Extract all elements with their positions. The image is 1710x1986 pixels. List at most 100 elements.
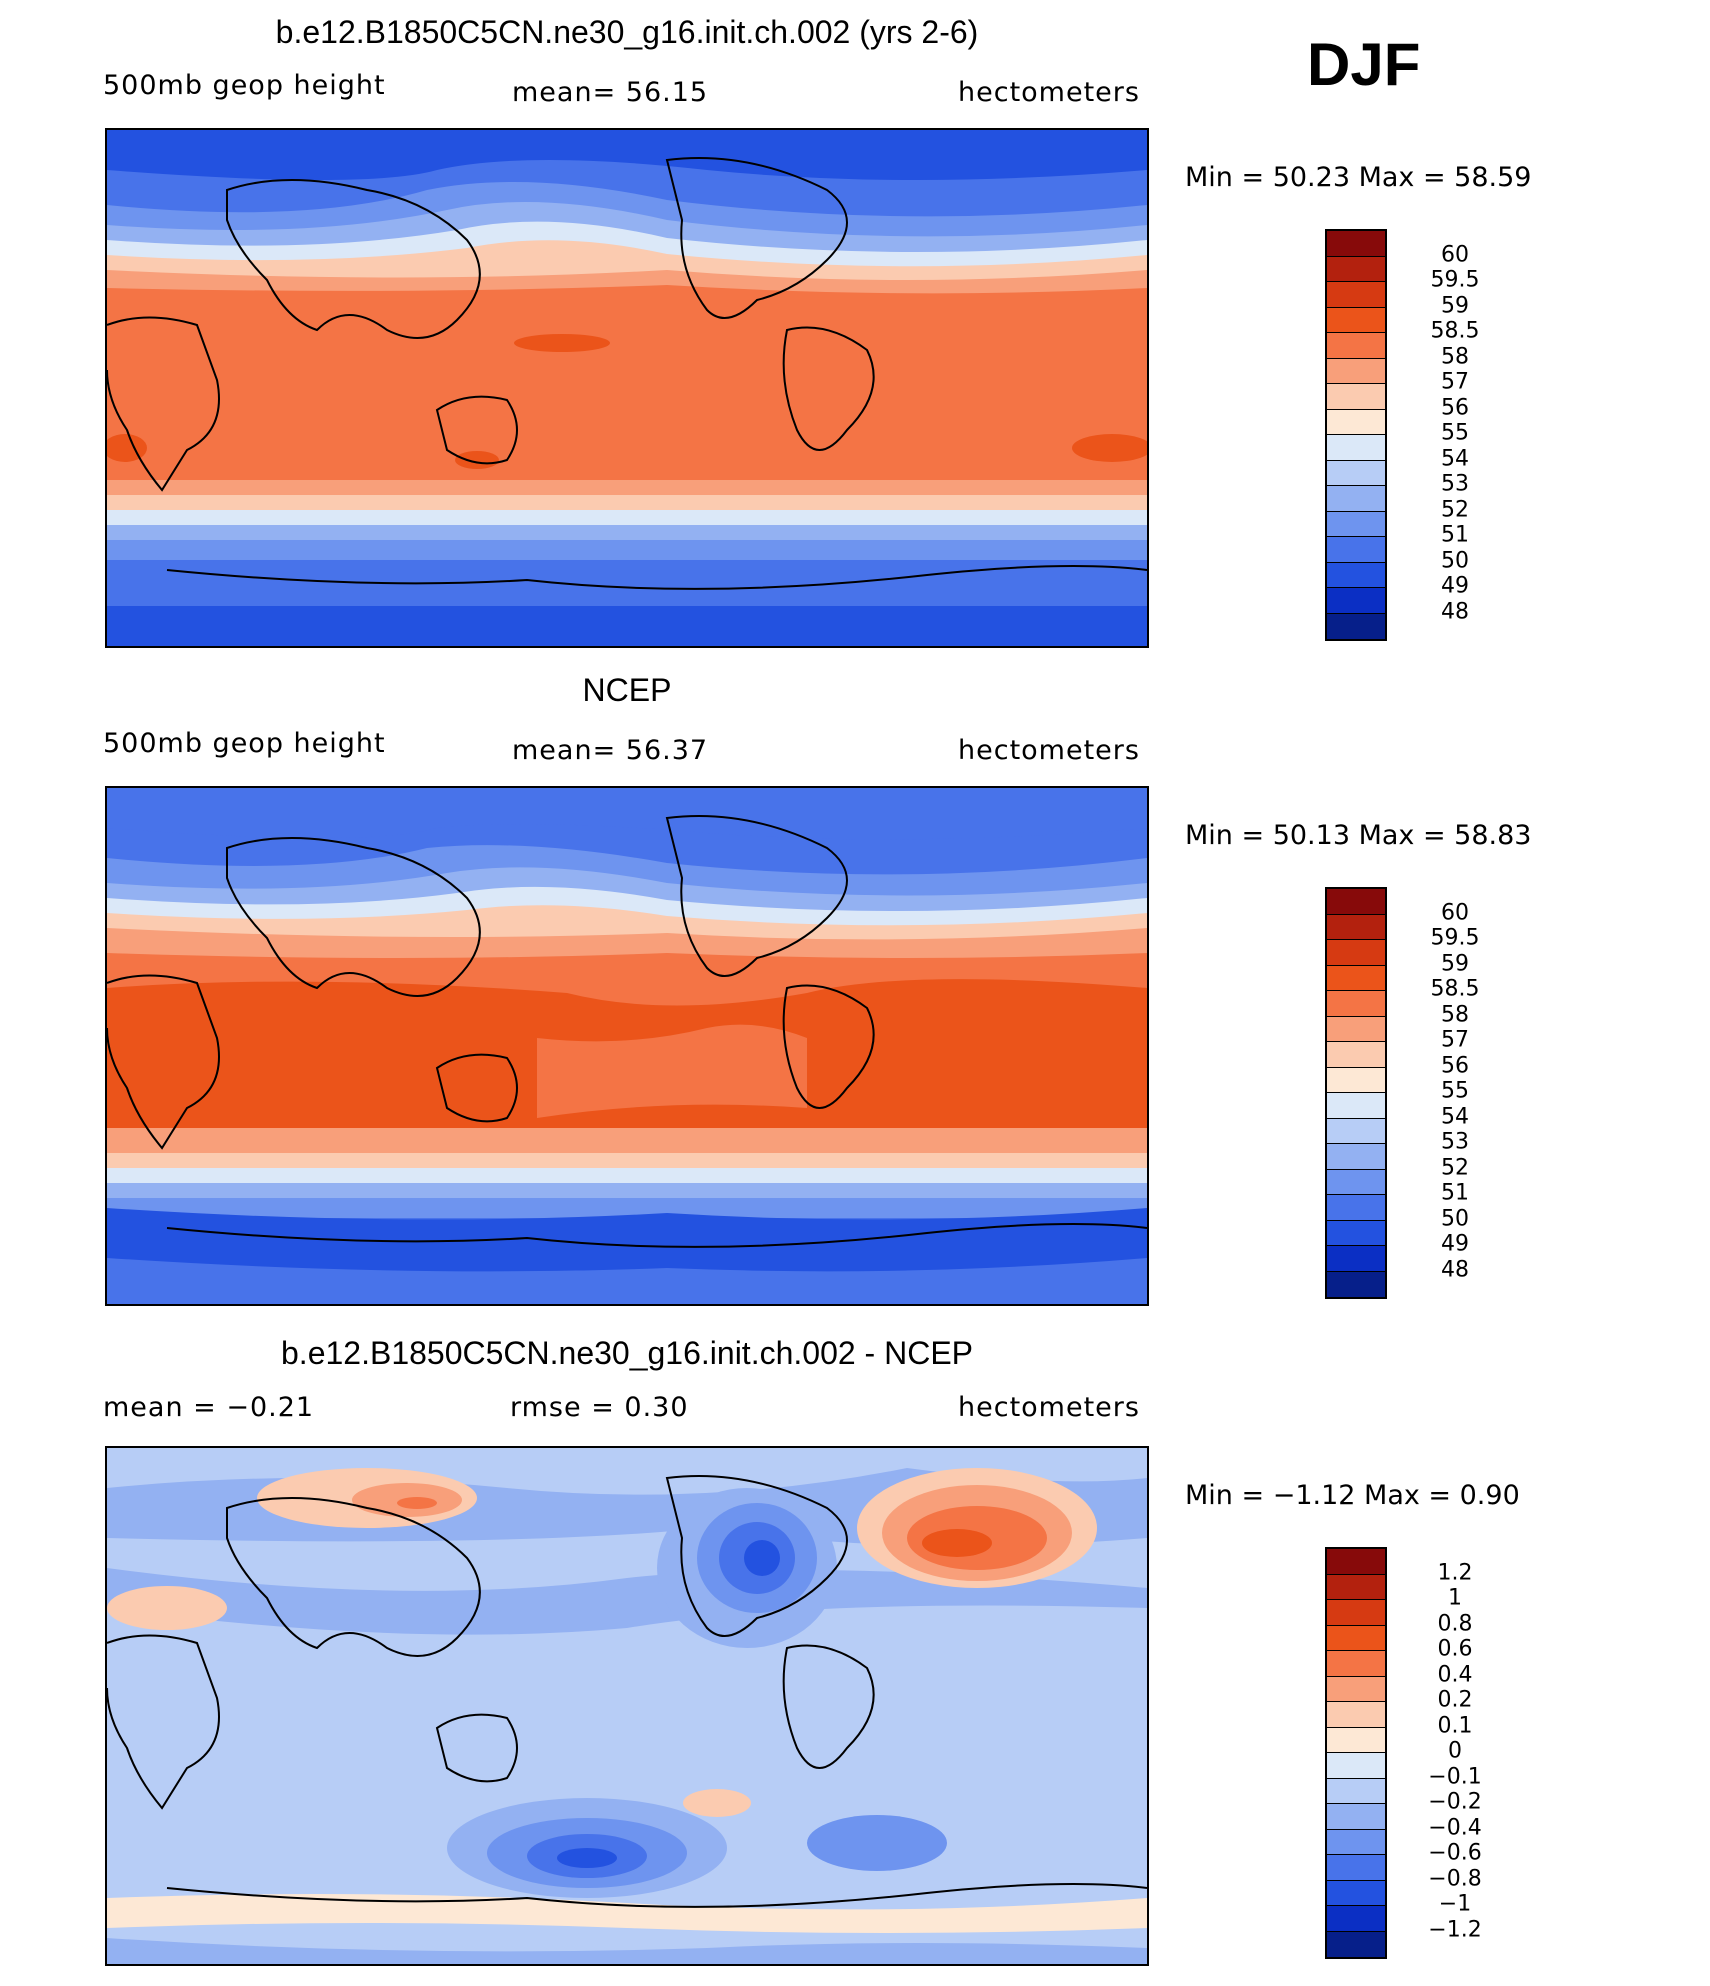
panel-1-mean-label: mean= 56.15 [512, 77, 709, 108]
panel-2-map [105, 786, 1149, 1306]
colorbar-tick-label: 50 [1441, 548, 1469, 573]
colorbar-swatch [1327, 307, 1385, 333]
colorbar-tick-label: 51 [1441, 522, 1469, 548]
colorbar-tick-label: 51 [1441, 1180, 1469, 1206]
colorbar-tick-label: 59 [1441, 293, 1469, 318]
colorbar-tick-label: 50 [1441, 1206, 1469, 1231]
colorbar-swatch [1327, 1600, 1385, 1626]
colorbar-tick-label: 57 [1441, 369, 1469, 395]
colorbar-swatch [1327, 1067, 1385, 1093]
panel-1-min-max: Min = 50.23 Max = 58.59 [1185, 162, 1532, 193]
colorbar-swatch [1327, 940, 1385, 966]
panel-2-units-label: hectometers [958, 735, 1140, 766]
colorbar-tick-label: 57 [1441, 1027, 1469, 1053]
colorbar-swatch [1327, 1804, 1385, 1830]
panel-1-title: b.e12.B1850C5CN.ne30_g16.init.ch.002 (yr… [275, 14, 979, 50]
colorbar-swatch [1327, 1169, 1385, 1195]
panel-3-mean-label: mean = −0.21 [103, 1392, 315, 1423]
panel-3-map [105, 1446, 1149, 1966]
panel-1-variable-label: 500mb geop height [103, 70, 386, 101]
colorbar-tick-label: 1.2 [1437, 1560, 1473, 1585]
colorbar-tick-label: 48 [1441, 599, 1469, 624]
colorbar-tick-label: 60 [1441, 242, 1469, 267]
colorbar-tick-label: 56 [1441, 395, 1469, 420]
panel-3-units-label: hectometers [958, 1392, 1140, 1423]
colorbar-tick-label: −1.2 [1428, 1917, 1482, 1942]
panel-1-colorbar-labels: 60 59.5 59 58.5 58 57 56 55 54 53 52 51 50 49 48 [1405, 229, 1515, 641]
colorbar-tick-label: 52 [1441, 497, 1469, 522]
colorbar-tick-label: 56 [1441, 1053, 1469, 1078]
colorbar-tick-label: 53 [1441, 1129, 1469, 1155]
colorbar-swatch [1327, 1549, 1385, 1575]
colorbar-swatch [1327, 613, 1385, 639]
colorbar-tick-label: 52 [1441, 1155, 1469, 1180]
colorbar-swatch [1327, 914, 1385, 940]
colorbar-swatch [1327, 1778, 1385, 1804]
panel-3-colorbar [1325, 1547, 1387, 1959]
colorbar-tick-label: −0.8 [1428, 1866, 1482, 1891]
colorbar-tick-label: 58 [1441, 1002, 1469, 1027]
colorbar-tick-label: 0.4 [1437, 1662, 1473, 1687]
colorbar-tick-label: 53 [1441, 471, 1469, 497]
colorbar-swatch [1327, 435, 1385, 461]
colorbar-tick-label: 59.5 [1430, 925, 1480, 951]
colorbar-swatch [1327, 1625, 1385, 1651]
colorbar-swatch [1327, 358, 1385, 384]
panel-3-title: b.e12.B1850C5CN.ne30_g16.init.ch.002 - N… [281, 1335, 973, 1371]
colorbar-tick-label: −0.4 [1428, 1815, 1482, 1840]
colorbar-tick-label: 0.8 [1437, 1611, 1473, 1636]
colorbar-swatch [1327, 333, 1385, 359]
colorbar-swatch [1327, 1016, 1385, 1042]
colorbar-tick-label: −1 [1438, 1891, 1472, 1917]
colorbar-swatch [1327, 256, 1385, 282]
colorbar-tick-label: −0.2 [1428, 1789, 1482, 1815]
colorbar-tick-label: 0.1 [1437, 1713, 1473, 1738]
colorbar-swatch [1327, 486, 1385, 512]
colorbar-swatch [1327, 409, 1385, 435]
colorbar-tick-label: 58.5 [1430, 318, 1480, 344]
colorbar-swatch [1327, 965, 1385, 991]
panel-1-map [105, 128, 1149, 648]
colorbar-tick-label: −0.1 [1428, 1764, 1482, 1789]
colorbar-tick-label: 0.6 [1437, 1636, 1473, 1662]
colorbar-swatch [1327, 537, 1385, 563]
colorbar-tick-label: −0.6 [1428, 1840, 1482, 1866]
colorbar-swatch [1327, 1676, 1385, 1702]
colorbar-swatch [1327, 562, 1385, 588]
colorbar-tick-label: 59.5 [1430, 267, 1480, 293]
colorbar-tick-label: 49 [1441, 573, 1469, 599]
colorbar-swatch [1327, 1753, 1385, 1779]
colorbar-swatch [1327, 1220, 1385, 1246]
panel-2-contour-field [107, 788, 1147, 1304]
panel-2-colorbar-labels: 60 59.5 59 58.5 58 57 56 55 54 53 52 51 50 49 48 [1405, 887, 1515, 1299]
colorbar-tick-label: 55 [1441, 1078, 1469, 1104]
colorbar-swatch [1327, 1574, 1385, 1600]
colorbar-swatch [1327, 1702, 1385, 1728]
panel-3-colorbar-labels: 1.2 1 0.8 0.6 0.4 0.2 0.1 0 −0.1 −0.2 −0.4 −0.6 −0.8… [1405, 1547, 1515, 1959]
colorbar-swatch [1327, 889, 1385, 915]
panel-1-units-label: hectometers [958, 77, 1140, 108]
colorbar-swatch [1327, 1651, 1385, 1677]
panel-3-contour-field [107, 1448, 1147, 1964]
panel-2-mean-label: mean= 56.37 [512, 735, 709, 766]
colorbar-swatch [1327, 384, 1385, 410]
colorbar-tick-label: 0.2 [1437, 1687, 1473, 1713]
colorbar-swatch [1327, 1880, 1385, 1906]
colorbar-swatch [1327, 1042, 1385, 1068]
colorbar-tick-label: 59 [1441, 951, 1469, 976]
colorbar-swatch [1327, 1195, 1385, 1221]
colorbar-tick-label: 48 [1441, 1257, 1469, 1282]
season-label: DJF [1307, 31, 1421, 98]
panel-2-variable-label: 500mb geop height [103, 728, 386, 759]
colorbar-swatch [1327, 1829, 1385, 1855]
colorbar-tick-label: 54 [1441, 1104, 1469, 1129]
colorbar-swatch [1327, 1144, 1385, 1170]
panel-1-contour-field [107, 130, 1147, 646]
colorbar-swatch [1327, 1093, 1385, 1119]
colorbar-tick-label: 58.5 [1430, 976, 1480, 1002]
colorbar-swatch [1327, 460, 1385, 486]
colorbar-swatch [1327, 1246, 1385, 1272]
colorbar-swatch [1327, 1727, 1385, 1753]
colorbar-swatch [1327, 511, 1385, 537]
colorbar-swatch [1327, 231, 1385, 257]
